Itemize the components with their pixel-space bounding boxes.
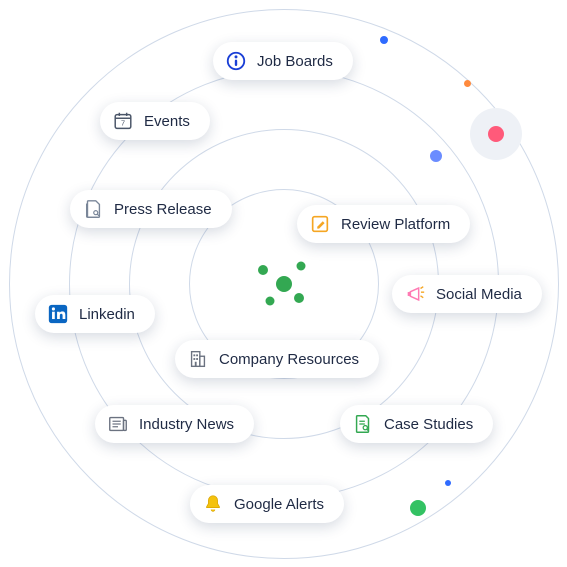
pill-review-platform: Review Platform: [297, 205, 470, 243]
deco-dot: [445, 480, 451, 486]
linkedin-icon: [47, 303, 69, 325]
calendar-icon: 7: [112, 110, 134, 132]
deco-dot: [410, 500, 426, 516]
pill-industry-news: Industry News: [95, 405, 254, 443]
edit-icon: [309, 213, 331, 235]
info-icon: [225, 50, 247, 72]
diagram-stage: Job Boards 7 Events Press Release Review…: [0, 0, 567, 567]
deco-dot: [380, 36, 388, 44]
pill-company-resources: Company Resources: [175, 340, 379, 378]
casedoc-icon: [352, 413, 374, 435]
pill-label: Case Studies: [384, 416, 473, 433]
pill-linkedin: Linkedin: [35, 295, 155, 333]
pill-events: 7 Events: [100, 102, 210, 140]
pill-google-alerts: Google Alerts: [190, 485, 344, 523]
deco-ring: [470, 108, 522, 160]
deco-dot: [464, 80, 471, 87]
pill-label: Social Media: [436, 286, 522, 303]
document-icon: [82, 198, 104, 220]
building-icon: [187, 348, 209, 370]
pill-label: Review Platform: [341, 216, 450, 233]
pill-label: Google Alerts: [234, 496, 324, 513]
pill-social-media: Social Media: [392, 275, 542, 313]
pill-label: Company Resources: [219, 351, 359, 368]
deco-dot: [430, 150, 442, 162]
pill-label: Linkedin: [79, 306, 135, 323]
news-icon: [107, 413, 129, 435]
bell-icon: [202, 493, 224, 515]
pill-job-boards: Job Boards: [213, 42, 353, 80]
pill-label: Events: [144, 113, 190, 130]
svg-text:7: 7: [121, 119, 125, 128]
pill-press-release: Press Release: [70, 190, 232, 228]
megaphone-icon: [404, 283, 426, 305]
pill-label: Industry News: [139, 416, 234, 433]
pill-case-studies: Case Studies: [340, 405, 493, 443]
pill-label: Job Boards: [257, 53, 333, 70]
pill-label: Press Release: [114, 201, 212, 218]
center-cluster: [249, 249, 319, 319]
